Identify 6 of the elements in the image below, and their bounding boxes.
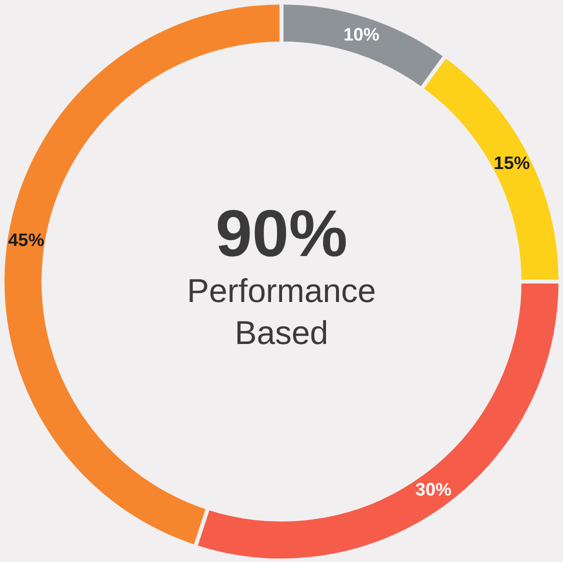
data-label: 45% <box>8 230 44 250</box>
text: 90% <box>215 196 348 270</box>
data-label: 10% <box>343 24 380 45</box>
text: Performance Based <box>187 272 376 351</box>
data-label: 15% <box>494 153 530 174</box>
data-label: 30% <box>415 480 452 500</box>
